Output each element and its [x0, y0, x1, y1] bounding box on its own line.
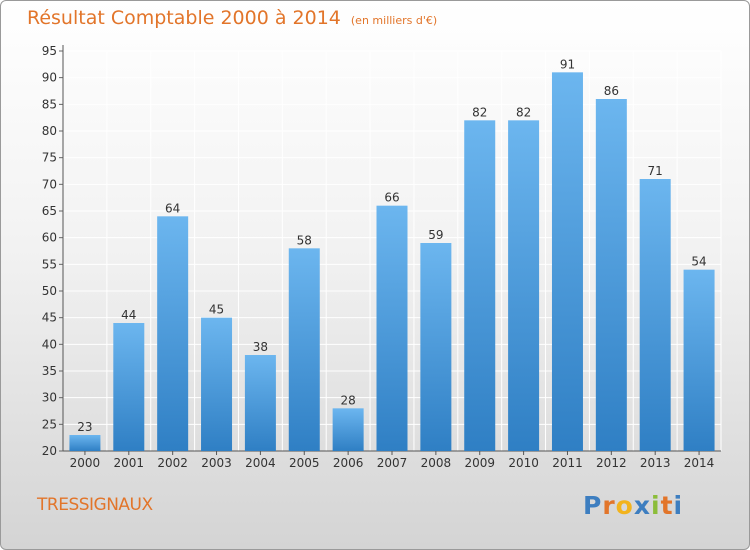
y-tick-label: 45 [42, 311, 57, 325]
chart-title: Résultat Comptable 2000 à 2014 (en millie… [27, 7, 437, 29]
bar-2000 [69, 435, 101, 451]
y-tick-label: 80 [42, 124, 57, 138]
y-tick-label: 95 [42, 44, 57, 58]
y-tick-label: 30 [42, 391, 57, 405]
data-label-2014: 54 [691, 255, 706, 269]
x-tick-label: 2004 [245, 456, 276, 470]
bar-2013 [639, 179, 671, 451]
y-tick-label: 35 [42, 364, 57, 378]
bar-2014 [683, 269, 715, 451]
bar-2012 [595, 99, 627, 451]
x-tick-label: 2000 [70, 456, 101, 470]
data-label-2007: 66 [384, 191, 399, 205]
bar-2008 [420, 243, 452, 451]
commune-name: TRESSIGNAUX [37, 495, 153, 515]
bar-2005 [288, 248, 320, 451]
x-tick-label: 2009 [464, 456, 495, 470]
x-tick-label: 2003 [201, 456, 232, 470]
bar-2006 [332, 408, 364, 451]
logo-letter: P [583, 491, 603, 520]
y-tick-label: 40 [42, 337, 57, 351]
data-label-2001: 44 [121, 308, 136, 322]
y-tick-label: 90 [42, 71, 57, 85]
x-tick-label: 2006 [333, 456, 364, 470]
data-label-2012: 86 [604, 84, 619, 98]
data-label-2010: 82 [516, 105, 531, 119]
chart-title-main: Résultat Comptable 2000 à 2014 [27, 7, 341, 29]
chart-title-unit: (en milliers d'€) [350, 14, 438, 27]
y-tick-label: 75 [42, 151, 57, 165]
data-label-2000: 23 [77, 420, 92, 434]
bar-2002 [157, 216, 189, 451]
logo-letter: x [633, 491, 651, 520]
data-labels: 23 44 64 45 38 58 28 66 59 82 82 91 86 71 54 [77, 57, 706, 434]
bar-2010 [508, 120, 540, 451]
x-tick-labels: 2000 2001 2002 2003 2004 2005 2006 2007 2008 2009… [70, 456, 715, 470]
x-tick-label: 2007 [377, 456, 408, 470]
y-tick-label: 70 [42, 177, 57, 191]
data-label-2009: 82 [472, 105, 487, 119]
y-tick-label: 20 [42, 444, 57, 458]
x-tick-label: 2013 [640, 456, 671, 470]
x-tick-label: 2005 [289, 456, 320, 470]
logo-letter: o [615, 491, 634, 520]
proxiti-logo: Proxiti [583, 491, 683, 520]
data-label-2002: 64 [165, 201, 180, 215]
data-label-2005: 58 [297, 233, 312, 247]
logo-letter: i [673, 491, 684, 520]
x-tick-label: 2008 [421, 456, 452, 470]
logo-letter: t [660, 491, 674, 520]
bar-2007 [376, 205, 408, 451]
bars [69, 72, 715, 451]
logo-letter: i [651, 491, 661, 520]
bar-2003 [201, 317, 233, 451]
data-label-2008: 59 [428, 228, 443, 242]
x-tick-label: 2002 [157, 456, 188, 470]
data-label-2003: 45 [209, 303, 224, 317]
logo-letter: r [602, 491, 616, 520]
bar-2001 [113, 323, 145, 451]
x-tick-label: 2011 [552, 456, 583, 470]
x-tick-label: 2012 [596, 456, 627, 470]
bar-2004 [244, 355, 276, 451]
y-tick-labels: 20 25 30 35 40 45 50 55 60 65 70 75 80 85 90 95 [42, 44, 57, 458]
y-tick-label: 50 [42, 284, 57, 298]
data-label-2013: 71 [648, 164, 663, 178]
y-tick-label: 25 [42, 417, 57, 431]
data-label-2004: 38 [253, 340, 268, 354]
data-label-2006: 28 [340, 393, 355, 407]
x-tick-label: 2010 [508, 456, 539, 470]
y-tick-label: 65 [42, 204, 57, 218]
y-tick-label: 60 [42, 231, 57, 245]
y-tick-label: 85 [42, 97, 57, 111]
data-label-2011: 91 [560, 57, 575, 71]
x-tick-label: 2014 [684, 456, 715, 470]
y-tick-label: 55 [42, 257, 57, 271]
bar-2009 [464, 120, 496, 451]
x-tick-label: 2001 [114, 456, 145, 470]
bar-2011 [551, 72, 583, 451]
